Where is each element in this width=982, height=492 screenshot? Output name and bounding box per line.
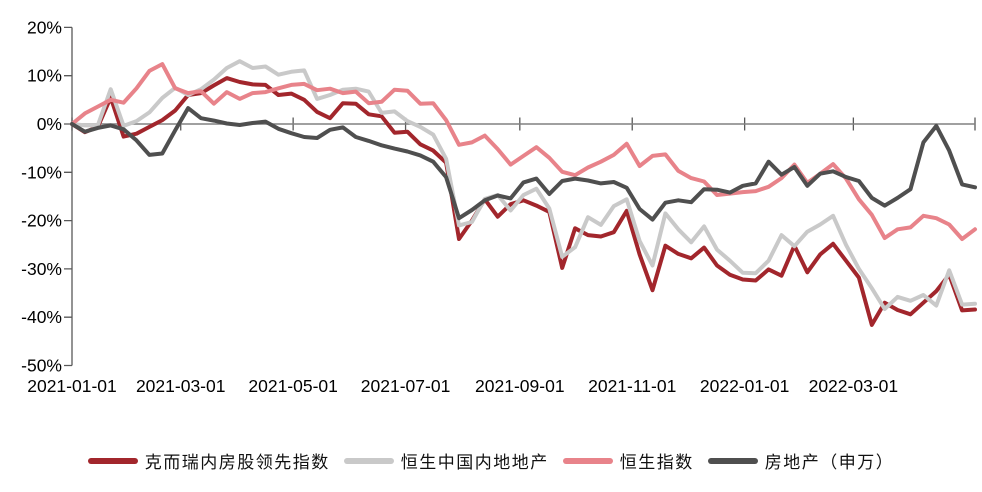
legend-item-cric-index: 克而瑞内房股领先指数 bbox=[87, 448, 330, 473]
series-line-1 bbox=[70, 59, 977, 311]
y-tick-label: 0% bbox=[37, 114, 62, 134]
legend-line-swatch bbox=[343, 457, 394, 464]
legend-label: 恒生中国内地地产 bbox=[400, 453, 549, 472]
y-tick-label: -40% bbox=[21, 307, 62, 327]
series-lines bbox=[70, 59, 977, 327]
legend-label: 房地产（申万） bbox=[764, 453, 895, 472]
y-tick-label: 20% bbox=[27, 17, 62, 37]
x-tick-label: 2022-03-01 bbox=[809, 376, 899, 396]
x-tick-label: 2021-05-01 bbox=[248, 376, 338, 396]
axes bbox=[64, 26, 976, 367]
legend-label: 克而瑞内房股领先指数 bbox=[144, 453, 330, 472]
x-tick-label: 2021-07-01 bbox=[361, 376, 451, 396]
y-axis-labels: 20% 10% 0% -10% -20% -30% -40% -50% bbox=[21, 17, 62, 375]
y-tick-label: -50% bbox=[21, 356, 62, 376]
series-line-3 bbox=[70, 106, 977, 222]
x-tick-label: 2022-01-01 bbox=[700, 376, 790, 396]
legend-item-hang-seng-index: 恒生指数 bbox=[562, 448, 694, 473]
y-tick-label: -10% bbox=[21, 162, 62, 182]
series-line-0 bbox=[70, 76, 977, 327]
legend-line-swatch bbox=[562, 457, 613, 464]
legend-line-swatch bbox=[87, 457, 138, 464]
x-tick-label: 2021-09-01 bbox=[475, 376, 565, 396]
y-tick-label: -20% bbox=[21, 211, 62, 231]
y-tick-label: 10% bbox=[27, 66, 62, 86]
y-tick-label: -30% bbox=[21, 259, 62, 279]
line-chart-canvas: 20%10%0%-10%-20%-30%-40%-50% 2021-01-01 2… bbox=[21, 17, 977, 396]
legend-line-swatch bbox=[707, 457, 758, 464]
legend-item-hs-mainland-property: 恒生中国内地地产 bbox=[343, 448, 549, 473]
x-axis-labels: 2021-01-01 2021-03-01 2021-05-01 2021-07-01… bbox=[27, 376, 898, 396]
chart-legend: 克而瑞内房股领先指数 恒生中国内地地产 恒生指数 房地产（申万） bbox=[0, 448, 982, 473]
x-tick-label: 2021-03-01 bbox=[136, 376, 226, 396]
x-tick-label: 2021-01-01 bbox=[27, 376, 117, 396]
legend-label: 恒生指数 bbox=[619, 453, 694, 472]
y-axis bbox=[64, 26, 73, 367]
series-line-2 bbox=[70, 62, 977, 241]
x-tick-label: 2021-11-01 bbox=[588, 376, 676, 396]
legend-item-real-estate-sw: 房地产（申万） bbox=[707, 448, 895, 473]
